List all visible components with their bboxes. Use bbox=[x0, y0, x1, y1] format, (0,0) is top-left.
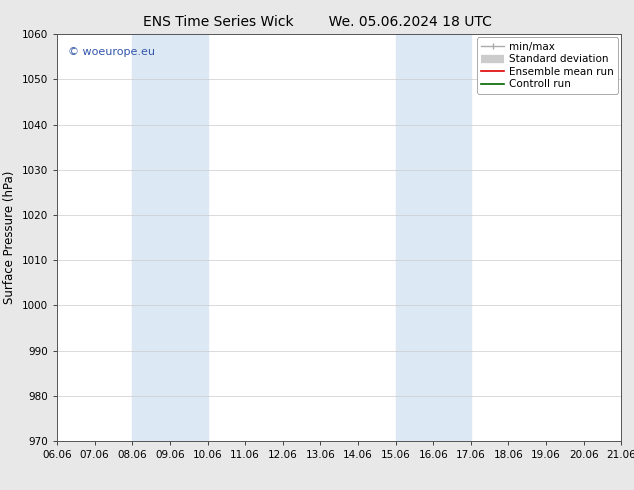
Legend: min/max, Standard deviation, Ensemble mean run, Controll run: min/max, Standard deviation, Ensemble me… bbox=[477, 37, 618, 94]
Bar bbox=[396, 34, 471, 441]
Text: © woeurope.eu: © woeurope.eu bbox=[68, 47, 155, 56]
Bar bbox=[133, 34, 207, 441]
Text: ENS Time Series Wick        We. 05.06.2024 18 UTC: ENS Time Series Wick We. 05.06.2024 18 U… bbox=[143, 15, 491, 29]
Y-axis label: Surface Pressure (hPa): Surface Pressure (hPa) bbox=[3, 171, 16, 304]
